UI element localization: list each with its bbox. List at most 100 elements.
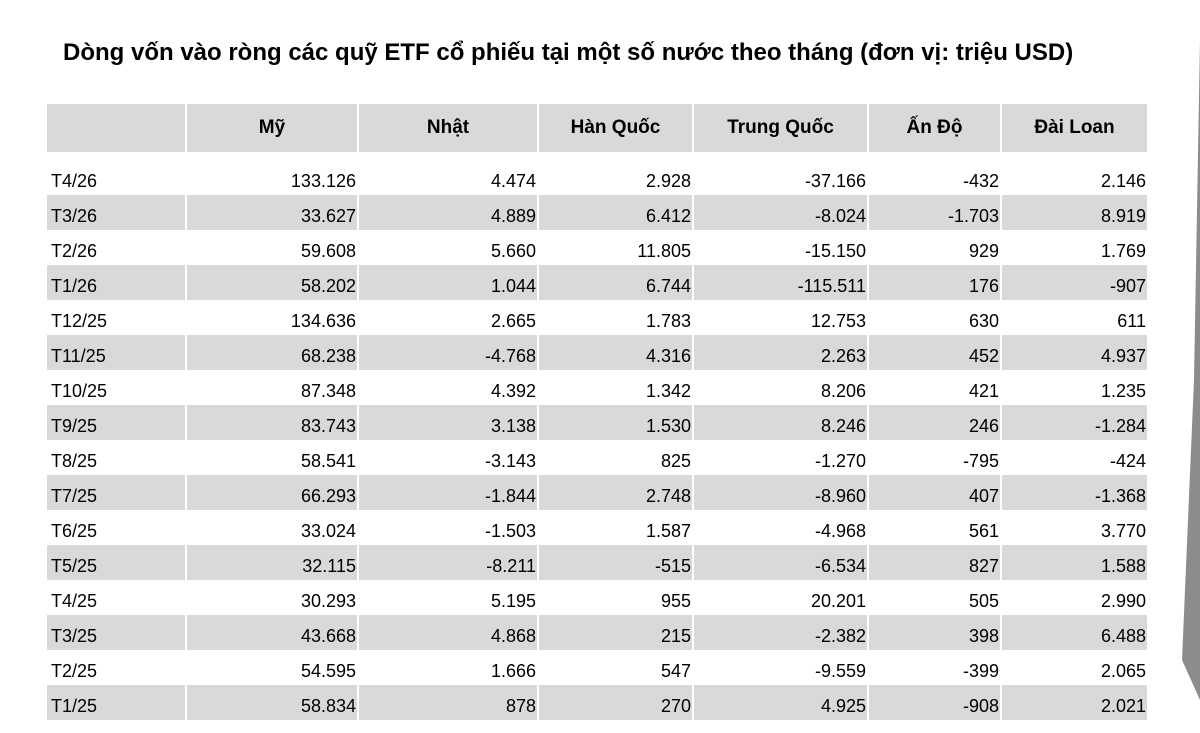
- month-cell: T3/26: [47, 195, 185, 230]
- value-cell: 4.937: [1002, 335, 1147, 370]
- spacer-cell: [694, 152, 867, 160]
- spacer-cell: [47, 152, 185, 160]
- value-cell: 2.065: [1100, 661, 1146, 681]
- value-cell: 1.588: [1002, 545, 1147, 580]
- value-cell: -4.968: [814, 521, 866, 541]
- header-cell: Hàn Quốc: [539, 104, 692, 152]
- value-cell: 1.342: [645, 381, 691, 401]
- value-cell: -115.511: [694, 265, 867, 300]
- header-cell: Đài Loan: [1002, 104, 1147, 152]
- month-cell: T11/25: [47, 335, 185, 370]
- table-row: T2/26 59.608 5.660 11.805 -15.150 929 1.769: [47, 230, 1147, 265]
- table-row: T9/25 83.743 3.138 1.530 8.246 246 -1.284: [47, 405, 1147, 440]
- month-cell: T1/26: [47, 265, 185, 300]
- table-row: T3/25 43.668 4.868 215 -2.382 398 6.488: [47, 615, 1147, 650]
- value-cell: 955: [660, 591, 691, 611]
- value-cell: 83.743: [187, 405, 357, 440]
- value-cell: -2.382: [694, 615, 867, 650]
- value-cell: 246: [869, 405, 1000, 440]
- value-cell: 1.587: [645, 521, 691, 541]
- value-cell: 407: [869, 475, 1000, 510]
- value-cell: 4.392: [490, 381, 536, 401]
- value-cell: 5.195: [490, 591, 536, 611]
- spacer-cell: [187, 152, 357, 160]
- spacer-cell: [869, 152, 1000, 160]
- value-cell: -907: [1002, 265, 1147, 300]
- value-cell: 1.530: [539, 405, 692, 440]
- value-cell: 827: [869, 545, 1000, 580]
- month-cell: T2/25: [51, 661, 98, 681]
- value-cell: -8.211: [359, 545, 537, 580]
- value-cell: 2.928: [645, 171, 691, 191]
- month-cell: T8/25: [51, 451, 98, 471]
- value-cell: -37.166: [804, 171, 866, 191]
- value-cell: 2.021: [1002, 685, 1147, 720]
- value-cell: 66.293: [187, 475, 357, 510]
- value-cell: 58.541: [300, 451, 356, 471]
- table-row: T3/26 33.627 4.889 6.412 -8.024 -1.703 8.919: [47, 195, 1147, 230]
- value-cell: 630: [968, 311, 999, 331]
- value-cell: -1.703: [869, 195, 1000, 230]
- data-table: Mỹ Nhật Hàn Quốc Trung Quốc Ấn Độ Đài Loan T4…: [45, 104, 1149, 720]
- value-cell: 54.595: [300, 661, 356, 681]
- value-cell: 561: [968, 521, 999, 541]
- value-cell: 12.753: [810, 311, 866, 331]
- value-cell: 20.201: [810, 591, 866, 611]
- value-cell: 547: [660, 661, 691, 681]
- value-cell: 825: [660, 451, 691, 471]
- value-cell: -515: [539, 545, 692, 580]
- value-cell: -1.284: [1002, 405, 1147, 440]
- value-cell: 8.246: [694, 405, 867, 440]
- value-cell: 58.834: [187, 685, 357, 720]
- table-row: T7/25 66.293 -1.844 2.748 -8.960 407 -1.368: [47, 475, 1147, 510]
- value-cell: 43.668: [187, 615, 357, 650]
- value-cell: 1.666: [490, 661, 536, 681]
- month-cell: T1/25: [47, 685, 185, 720]
- value-cell: 611: [1117, 311, 1146, 331]
- value-cell: -432: [962, 171, 999, 191]
- page-curl-shape: [1182, 40, 1200, 700]
- value-cell: 30.293: [300, 591, 356, 611]
- header-cell: Ấn Độ: [869, 104, 1000, 152]
- value-cell: 3.770: [1100, 521, 1146, 541]
- value-cell: 929: [968, 241, 999, 261]
- header-cell: [47, 104, 185, 152]
- value-cell: 4.925: [694, 685, 867, 720]
- header-cell: Trung Quốc: [694, 104, 867, 152]
- header-cell: Mỹ: [187, 104, 357, 152]
- value-cell: 11.805: [637, 241, 691, 261]
- value-cell: 270: [539, 685, 692, 720]
- value-cell: 4.889: [359, 195, 537, 230]
- month-cell: T12/25: [51, 311, 108, 331]
- table-body: T4/26 133.126 4.474 2.928 -37.166 -432 2.146 T3…: [47, 152, 1147, 720]
- month-cell: T4/25: [51, 591, 98, 611]
- value-cell: -1.270: [814, 451, 866, 471]
- value-cell: -424: [1109, 451, 1146, 471]
- value-cell: 33.024: [300, 521, 356, 541]
- value-cell: -3.143: [484, 451, 536, 471]
- value-cell: 8.919: [1002, 195, 1147, 230]
- header-cell: Nhật: [359, 104, 537, 152]
- table-row: T12/25 134.636 2.665 1.783 12.753 630 611: [47, 300, 1147, 335]
- table-row: T4/26 133.126 4.474 2.928 -37.166 -432 2.146: [47, 160, 1147, 195]
- value-cell: 505: [968, 591, 999, 611]
- value-cell: 6.744: [539, 265, 692, 300]
- value-cell: 176: [869, 265, 1000, 300]
- value-cell: 1.783: [645, 311, 691, 331]
- value-cell: -399: [962, 661, 999, 681]
- table-row: T8/25 58.541 -3.143 825 -1.270 -795 -424: [47, 440, 1147, 475]
- value-cell: 2.263: [694, 335, 867, 370]
- table-row: T6/25 33.024 -1.503 1.587 -4.968 561 3.770: [47, 510, 1147, 545]
- table-row: T4/25 30.293 5.195 955 20.201 505 2.990: [47, 580, 1147, 615]
- month-cell: T4/26: [51, 171, 98, 191]
- value-cell: 2.748: [539, 475, 692, 510]
- value-cell: 87.348: [300, 381, 356, 401]
- month-cell: T2/26: [51, 241, 98, 261]
- value-cell: 1.044: [359, 265, 537, 300]
- month-cell: T5/25: [47, 545, 185, 580]
- value-cell: 58.202: [187, 265, 357, 300]
- value-cell: -4.768: [359, 335, 537, 370]
- spacer-cell: [1002, 152, 1147, 160]
- month-cell: T7/25: [47, 475, 185, 510]
